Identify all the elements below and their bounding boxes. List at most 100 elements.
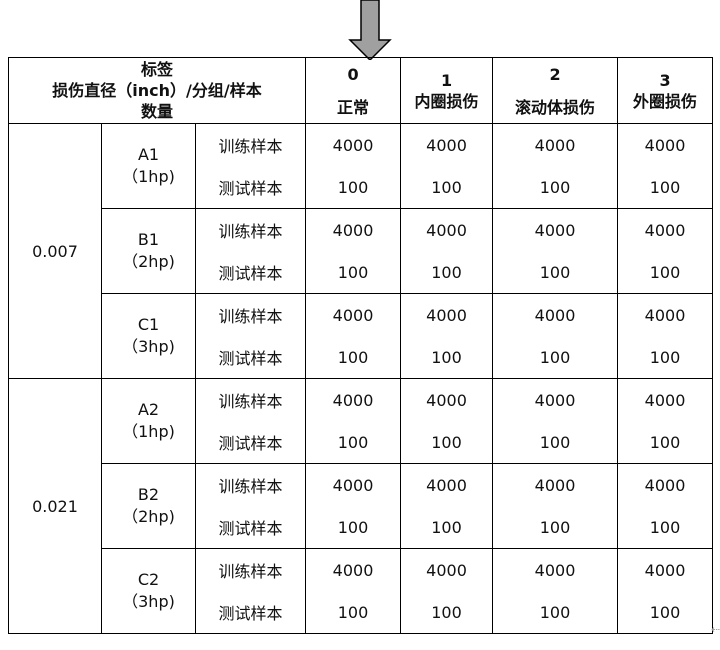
count-cell: 100 [492,336,619,379]
corner-line-2: 损伤直径（inch）/分组/样本 [52,81,262,100]
class-header-3: 3 外圈损伤 [617,57,714,124]
class-header-2: 2 滚动体损伤 [492,57,619,124]
count-cell: 4000 [400,123,494,166]
sample-type-cell: 测试样本 [194,421,307,464]
count-cell: 100 [617,336,714,379]
count-cell: 100 [400,251,494,294]
class-header-0: 0 正常 [305,57,402,124]
table-row: 0.021 A2 （1hp) 训练样本 4000 4000 4000 4000 [8,378,714,634]
sample-type-cell: 训练样本 [194,123,307,166]
count-cell: 100 [305,421,402,464]
table-row: B2 （2hp) 训练样本 4000 4000 4000 4000 [9,463,714,549]
sample-type-cell: 测试样本 [194,506,307,549]
sample-type-cell: 测试样本 [194,336,307,379]
table-row: 测试样本 100 100 100 100 [9,251,714,294]
count-cell: 4000 [305,548,402,591]
corner-line-1: 标签 [141,60,174,79]
class-name: 正常 [337,97,370,117]
count-cell: 4000 [400,548,494,591]
sample-type-cell: 训练样本 [194,208,307,251]
count-cell: 100 [492,591,619,634]
dataset-table: 标签 损伤直径（inch）/分组/样本 数量 0 正常 1 内圈损伤 2 滚动体损伤 3 外圈… [7,57,714,634]
down-arrow-icon [348,0,392,60]
count-cell: 4000 [617,208,714,251]
count-cell: 100 [305,166,402,209]
count-cell: 4000 [492,378,619,421]
count-cell: 100 [400,506,494,549]
table-row: 测试样本 100 100 100 100 [9,421,714,464]
count-cell: 100 [305,506,402,549]
table-row: C1 （3hp) 训练样本 4000 4000 4000 4000 [9,293,714,379]
class-name: 内圈损伤 [414,91,479,111]
count-cell: 4000 [400,208,494,251]
class-code: 3 [659,70,671,90]
count-cell: 100 [400,166,494,209]
table-row: 0.007 A1 （1hp) 训练样本 4000 4000 4000 4000 [8,123,714,379]
count-cell: 100 [305,591,402,634]
table-row: 测试样本 100 100 100 100 [9,591,714,634]
class-code: 2 [549,64,561,84]
count-cell: 4000 [492,463,619,506]
sample-type-cell: 测试样本 [194,166,307,209]
count-cell: 100 [492,506,619,549]
count-cell: 100 [617,591,714,634]
header-row: 标签 损伤直径（inch）/分组/样本 数量 0 正常 1 内圈损伤 2 滚动体损伤 3 外圈… [7,57,714,124]
count-cell: 100 [617,251,714,294]
sample-type-cell: 训练样本 [194,463,307,506]
count-cell: 4000 [617,123,714,166]
sample-type-cell: 训练样本 [194,548,307,591]
sample-type-cell: 测试样本 [194,251,307,294]
count-cell: 100 [400,591,494,634]
count-cell: 100 [617,506,714,549]
count-cell: 4000 [400,293,494,336]
count-cell: 100 [305,251,402,294]
count-cell: 4000 [617,293,714,336]
sample-type-cell: 训练样本 [194,378,307,421]
count-cell: 100 [305,336,402,379]
class-code: 0 [347,64,359,84]
count-cell: 4000 [617,463,714,506]
group-cell: A1 （1hp) [101,123,196,209]
count-cell: 4000 [492,123,619,166]
count-cell: 4000 [492,293,619,336]
table-row: 测试样本 100 100 100 100 [9,336,714,379]
class-code: 1 [440,70,453,90]
count-cell: 4000 [617,548,714,591]
resize-arrow-icon: ⇠ [711,623,720,636]
group-cell: C2 （3hp) [101,548,196,634]
count-cell: 4000 [492,208,619,251]
group-cell: B1 （2hp) [101,208,196,294]
class-name: 滚动体损伤 [515,97,596,117]
count-cell: 4000 [400,378,494,421]
count-cell: 100 [492,166,619,209]
class-name: 外圈损伤 [633,91,698,111]
count-cell: 100 [617,166,714,209]
count-cell: 4000 [305,123,402,166]
corner-line-3: 数量 [141,102,174,121]
count-cell: 4000 [400,463,494,506]
group-cell: A2 （1hp) [101,378,196,464]
diameter-cell: 0.007 [8,123,102,379]
group-cell: C1 （3hp) [101,293,196,379]
table-row: 测试样本 100 100 100 100 [9,166,714,209]
count-cell: 100 [617,421,714,464]
count-cell: 4000 [492,548,619,591]
count-cell: 100 [400,336,494,379]
table-row: B1 （2hp) 训练样本 4000 4000 4000 4000 [9,208,714,294]
count-cell: 100 [492,421,619,464]
table-row: C2 （3hp) 训练样本 4000 4000 4000 4000 [9,548,714,634]
count-cell: 100 [492,251,619,294]
count-cell: 4000 [305,293,402,336]
sample-type-cell: 测试样本 [194,591,307,634]
diameter-cell: 0.021 [8,378,102,634]
class-header-1: 1 内圈损伤 [400,57,494,124]
count-cell: 4000 [305,463,402,506]
sample-type-cell: 训练样本 [194,293,307,336]
count-cell: 100 [400,421,494,464]
count-cell: 4000 [305,378,402,421]
table-row: 测试样本 100 100 100 100 [9,506,714,549]
corner-header-cell: 标签 损伤直径（inch）/分组/样本 数量 [7,57,307,124]
group-cell: B2 （2hp) [101,463,196,549]
count-cell: 4000 [617,378,714,421]
count-cell: 4000 [305,208,402,251]
